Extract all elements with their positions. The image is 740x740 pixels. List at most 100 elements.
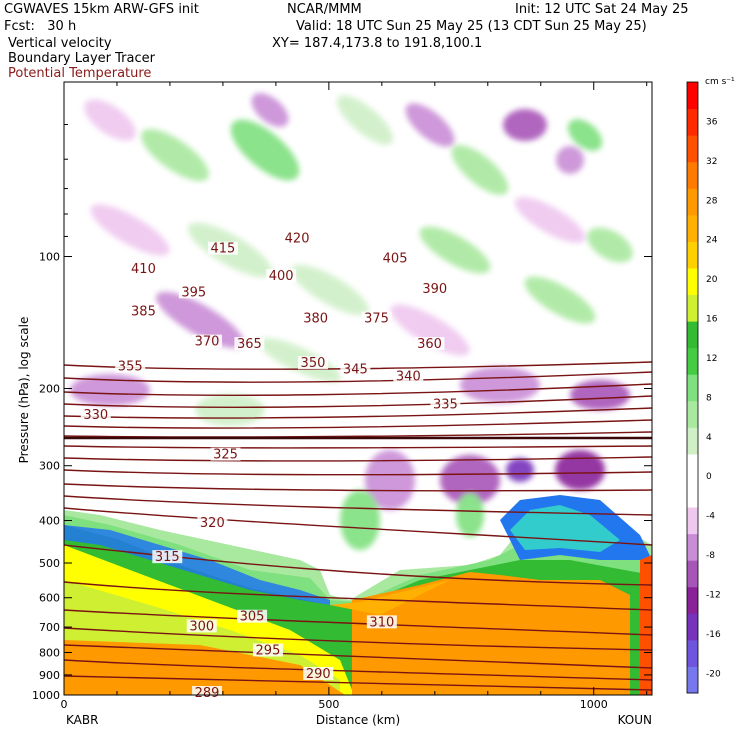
theta-label-bg [252,643,283,657]
colorbar-label: 28 [706,196,718,206]
theta-label-bg [186,619,217,633]
theta-label-bg [178,285,209,299]
y-tick-label: 100 [39,250,60,263]
colorbar-swatch [687,214,698,242]
y-tick-label: 200 [39,383,60,396]
theta-label: 320 [200,516,225,531]
colorbar-swatch [687,374,698,402]
colorbar-swatch [687,453,698,481]
y-tick-label: 500 [39,557,60,570]
theta-label-bg [380,251,411,265]
colorbar-frame [686,81,699,694]
colorbar-swatch [687,427,698,455]
theta-label: 365 [237,337,262,352]
theta-label: 420 [285,232,310,247]
forecast-hour: Fcst: 30 h [4,19,77,34]
theta-label: 330 [83,408,108,423]
theta-label-bg [303,666,334,680]
theta-label: 290 [306,667,331,682]
colorbar-label: -16 [706,630,721,640]
colorbar-label: 16 [706,315,718,325]
colorbar-swatch [687,82,698,110]
theta-label: 335 [433,398,458,413]
colorbar-label: 4 [706,433,712,443]
theta-label-bg [414,337,445,351]
colorbar-swatch [687,666,698,694]
y-tick-label: 600 [39,592,60,605]
right-station-label: KOUN [618,713,652,727]
theta-label: 410 [131,262,156,277]
theta-label-bg [192,686,223,699]
theta-label: 305 [240,610,265,625]
colorbar-swatch [687,400,698,428]
init-time: Init: 12 UTC Sat 24 May 25 [515,2,689,17]
theta-label: 295 [256,644,281,659]
theta-label-bg [128,262,159,276]
theta-label-bg [197,516,228,530]
theta-label-bg [300,311,331,325]
theta-label-bg [192,334,223,348]
colorbar-swatch [687,347,698,375]
colorbar-label: 12 [706,354,717,364]
theta-label-bg [393,369,424,383]
y-tick-label: 300 [39,460,60,473]
x-tick-label: 1000 [580,698,608,711]
y-tick-label: 900 [39,669,60,682]
theta-labels: 420 415 410 405 400 395 390 385 380 375 370 365 360 3… [80,231,461,701]
colorbar-label: 0 [706,472,712,482]
y-tick-label: 700 [39,621,60,634]
theta-label-bg [237,609,268,623]
theta-label-bg [152,550,183,564]
org-label: NCAR/MMM [287,2,362,17]
colorbar-label: -8 [706,551,715,561]
colorbar-label: 36 [706,117,718,127]
theta-label-bg [234,337,265,351]
x-tick-label: 500 [318,698,339,711]
y-axis: 100 200 300 400 500 600 700 800 900 1000 [32,123,652,702]
colorbar-label: -12 [706,590,721,600]
x-axis-title: Distance (km) [316,713,400,727]
colorbar-swatch [687,294,698,322]
theta-label: 345 [343,363,368,378]
colorbar-label: 32 [706,157,717,167]
theta-label-bg [207,241,238,255]
field-boundary-layer-tracer: Boundary Layer Tracer [8,51,155,66]
theta-label: 360 [417,337,442,352]
theta-label: 315 [155,550,180,565]
colorbar-swatch [687,560,698,588]
colorbar-swatch [687,161,698,189]
field-vertical-velocity: Vertical velocity [8,36,112,51]
colorbar-label: -4 [706,512,715,522]
theta-label: 385 [131,305,156,320]
theta-label: 395 [181,285,206,300]
y-tick-label: 800 [39,647,60,660]
colorbar-label: 8 [706,393,712,403]
theta-label-bg [210,447,241,461]
theta-label: 375 [364,312,389,327]
theta-label-bg [266,269,297,283]
theta-label: 300 [189,619,214,634]
theta-label: 350 [301,356,326,371]
colorbar-swatch [687,241,698,269]
theta-label: 340 [396,370,421,385]
left-station-label: KABR [66,713,98,727]
field-potential-temperature: Potential Temperature [8,66,152,81]
theta-label-bg [340,362,371,376]
theta-label-bg [430,397,461,411]
colorbar-swatch [687,135,698,163]
x-axis: 0 500 1000 [61,82,648,711]
theta-label-bg [297,356,328,370]
y-tick-label: 400 [39,515,60,528]
theta-label: 370 [195,335,220,350]
colorbar-label: 24 [706,236,718,246]
theta-label: 400 [269,269,294,284]
colorbar-swatch [687,639,698,667]
colorbar-label: -20 [706,669,721,679]
colorbar-swatch [687,507,698,535]
theta-label-bg [282,231,313,245]
y-axis-title: Pressure (hPa), log scale [17,317,31,464]
colorbar-swatch [687,108,698,136]
theta-label-bg [361,311,392,325]
theta-label-bg [80,407,111,421]
